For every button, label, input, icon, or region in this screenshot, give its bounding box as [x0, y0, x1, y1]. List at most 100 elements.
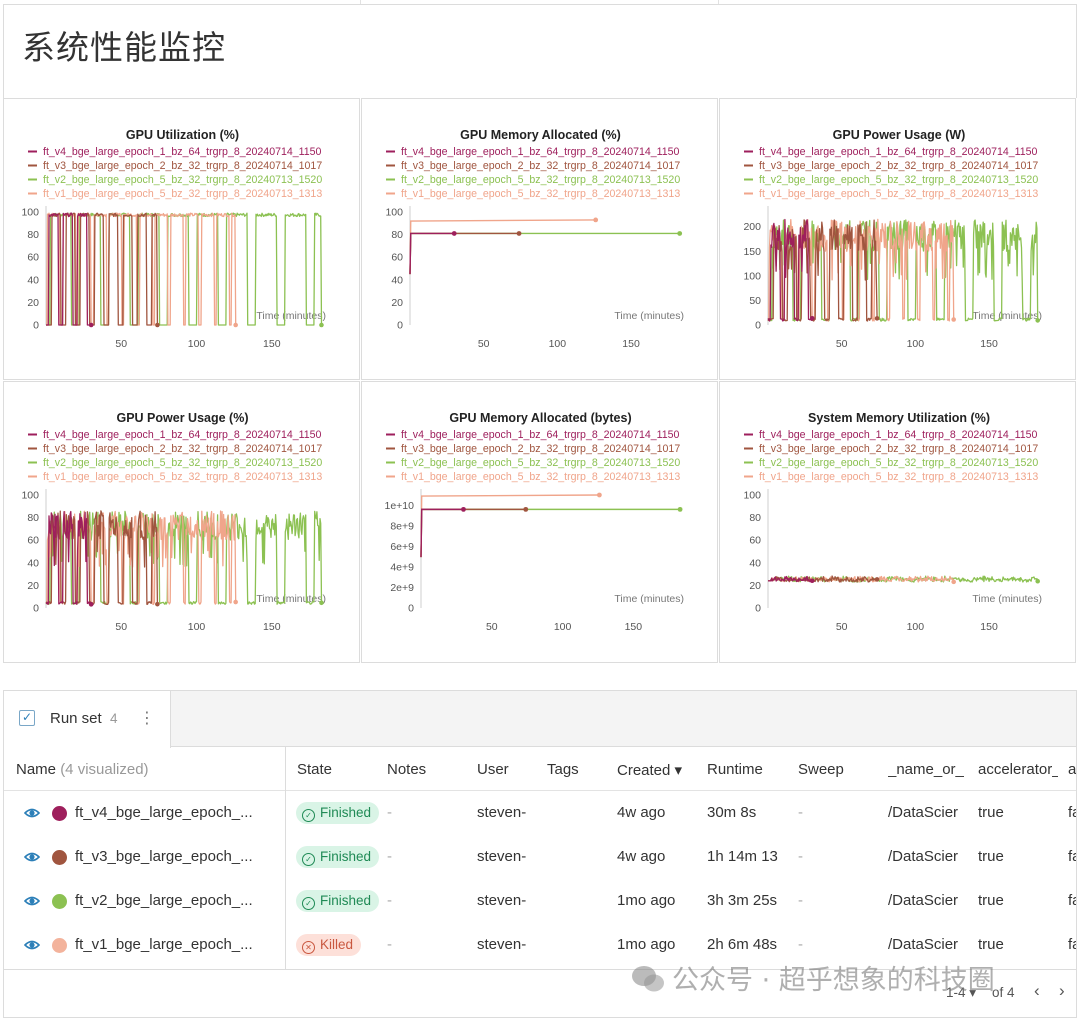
cell-user: steven- [477, 848, 527, 865]
visibility-eye-icon[interactable] [24, 805, 40, 821]
legend-entry: ft_v2_bge_large_epoch_5_bz_32_trgrp_8_20… [401, 457, 680, 469]
col-name-or-header[interactable]: _name_or_ [888, 761, 964, 778]
chart-gpu-memory-bytes: GPU Memory Allocated (bytes) ft_v4_bge_la… [385, 411, 685, 633]
col-accelerator-header[interactable]: accelerator_ [978, 761, 1058, 778]
run-set-tab[interactable]: ✓ Run set 4 ⋮ [4, 691, 171, 748]
run-name[interactable]: ft_v3_bge_large_epoch_... [75, 848, 253, 865]
x-axis-label: Time (minutes) [256, 310, 326, 322]
cell-sweep: - [798, 848, 803, 865]
run-set-count: 4 [110, 711, 118, 726]
x-tick-label: 150 [622, 338, 640, 350]
y-tick-label: 1e+10 [385, 500, 415, 512]
pager-prev-icon[interactable]: ‹ [1034, 981, 1040, 1000]
cell-a: fa [1068, 936, 1076, 953]
cell-notes: - [387, 936, 392, 953]
x-tick-label: 100 [907, 621, 925, 633]
series-end-marker [596, 492, 602, 498]
cell-notes: - [387, 892, 392, 909]
table-row[interactable]: ft_v3_bge_large_epoch_... ✓ Finished - steve… [4, 836, 1076, 880]
run-color-dot[interactable] [52, 850, 67, 865]
y-tick-label: 150 [743, 246, 761, 258]
cell-a: fa [1068, 804, 1076, 821]
series-end-marker [155, 322, 160, 328]
x-tick-label: 150 [263, 338, 281, 350]
col-created-header[interactable]: Created ▾ [617, 762, 683, 779]
cell-runtime: 3h 3m 25s [707, 892, 778, 909]
run-name[interactable]: ft_v1_bge_large_epoch_... [75, 936, 253, 953]
section-header: 系统性能监控 [3, 4, 1077, 98]
run-color-dot[interactable] [52, 806, 67, 821]
chart-gpu-power-watts: GPU Power Usage (W) ft_v4_bge_large_epoch… [743, 128, 1042, 350]
col-runtime-header[interactable]: Runtime [707, 761, 763, 778]
series-end-marker [1035, 318, 1040, 323]
x-circle-icon: ✕ [302, 941, 315, 954]
legend-entry: ft_v3_bge_large_epoch_2_bz_32_trgrp_8_20… [759, 443, 1038, 455]
legend-entry: ft_v1_bge_large_epoch_5_bz_32_trgrp_8_20… [43, 188, 322, 200]
run-set-panel: ✓ Run set 4 ⋮ Name (4 visualized) State … [3, 690, 1077, 1018]
run-color-dot[interactable] [52, 894, 67, 909]
y-tick-label: 80 [391, 229, 403, 241]
visibility-eye-icon[interactable] [24, 893, 40, 909]
x-axis-label: Time (minutes) [972, 593, 1042, 605]
series-end-marker [951, 579, 956, 585]
legend-entry: ft_v3_bge_large_epoch_2_bz_32_trgrp_8_20… [43, 443, 322, 455]
y-tick-label: 0 [755, 320, 761, 332]
watermark-text: 公众号 · 超乎想象的科技圈 [672, 965, 995, 996]
x-tick-label: 100 [188, 621, 206, 633]
pager-next-icon[interactable]: › [1059, 981, 1065, 1000]
legend-entry: ft_v3_bge_large_epoch_2_bz_32_trgrp_8_20… [401, 443, 680, 455]
chart-title: System Memory Utilization (%) [808, 411, 990, 425]
y-tick-label: 20 [27, 580, 39, 592]
series-end-marker [233, 599, 238, 605]
panel-gpu-memory-percent[interactable]: GPU Memory Allocated (%) ft_v4_bge_large_… [361, 98, 718, 380]
panel-gpu-power-watts[interactable]: GPU Power Usage (W) ft_v4_bge_large_epoch… [719, 98, 1076, 380]
table-row[interactable]: ft_v1_bge_large_epoch_... ✕ Killed - steven-… [4, 924, 1076, 968]
cell-accelerator: true [978, 848, 1004, 865]
visibility-eye-icon[interactable] [24, 937, 40, 953]
panel-gpu-memory-bytes[interactable]: GPU Memory Allocated (bytes) ft_v4_bge_la… [361, 381, 718, 663]
run-name[interactable]: ft_v2_bge_large_epoch_... [75, 892, 253, 909]
table-row[interactable]: ft_v4_bge_large_epoch_... ✓ Finished - steve… [4, 792, 1076, 836]
chart-panels: GPU Utilization (%) ft_v4_bge_large_epoch… [3, 98, 1077, 664]
cell-name-or: /DataScier [888, 936, 959, 953]
table-row[interactable]: ft_v2_bge_large_epoch_... ✓ Finished - steve… [4, 880, 1076, 924]
panel-system-memory[interactable]: System Memory Utilization (%) ft_v4_bge_l… [719, 381, 1076, 663]
y-tick-label: 60 [391, 252, 403, 264]
series-end-marker [88, 322, 94, 328]
y-tick-label: 2e+9 [390, 582, 414, 594]
run-set-menu-icon[interactable]: ⋮ [139, 710, 155, 727]
series-line [767, 219, 878, 322]
run-name[interactable]: ft_v4_bge_large_epoch_... [75, 804, 253, 821]
x-tick-label: 150 [263, 621, 281, 633]
check-circle-icon: ✓ [302, 853, 315, 866]
col-name-header[interactable]: Name (4 visualized) [16, 761, 149, 778]
run-color-dot[interactable] [52, 938, 67, 953]
panel-gpu-utilization[interactable]: GPU Utilization (%) ft_v4_bge_large_epoch… [3, 98, 360, 380]
col-notes-header[interactable]: Notes [387, 761, 427, 778]
check-circle-icon: ✓ [302, 897, 315, 910]
col-a-header[interactable]: a [1068, 761, 1077, 778]
run-set-checkbox[interactable]: ✓ [19, 710, 35, 726]
x-tick-label: 50 [836, 621, 848, 633]
status-badge: ✓ Finished [296, 846, 380, 868]
series-end-marker [461, 506, 466, 512]
pager-range-select[interactable]: 1-4 ▾ [946, 985, 977, 1000]
legend-entry: ft_v3_bge_large_epoch_2_bz_32_trgrp_8_20… [43, 160, 322, 172]
col-sweep-header[interactable]: Sweep [798, 761, 844, 778]
series-end-marker [319, 600, 324, 606]
series-end-marker [809, 578, 815, 584]
chart-title: GPU Utilization (%) [126, 128, 239, 142]
series-line [46, 212, 159, 326]
y-tick-label: 0 [755, 603, 761, 615]
col-tags-header[interactable]: Tags [547, 761, 579, 778]
series-end-marker [155, 601, 160, 607]
legend-entry: ft_v4_bge_large_epoch_1_bz_64_trgrp_8_20… [759, 146, 1038, 158]
panel-gpu-power-percent[interactable]: GPU Power Usage (%) ft_v4_bge_large_epoch… [3, 381, 360, 663]
y-tick-label: 40 [749, 557, 761, 569]
name-column-divider [285, 747, 286, 969]
visibility-eye-icon[interactable] [24, 849, 40, 865]
col-state-header[interactable]: State [297, 761, 333, 778]
series-end-marker [874, 316, 880, 321]
legend-entry: ft_v2_bge_large_epoch_5_bz_32_trgrp_8_20… [43, 457, 322, 469]
col-user-header[interactable]: User [477, 761, 509, 778]
